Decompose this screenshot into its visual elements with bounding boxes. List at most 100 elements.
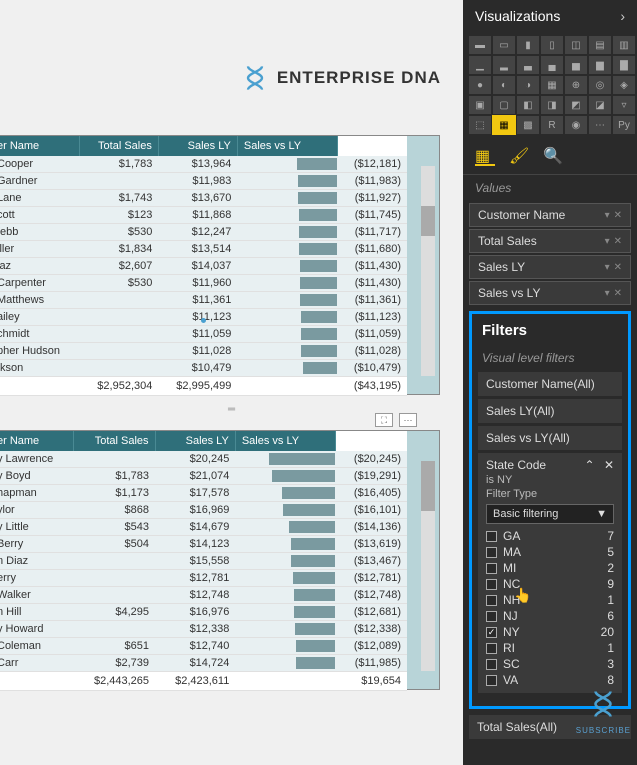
format-tab-icon[interactable]: 🖌 [509,146,529,166]
table-row[interactable]: Walker$12,748($12,748) [0,587,407,604]
viz-type-tile[interactable]: ▆ [589,56,611,74]
filter-value-item[interactable]: NJ6 [486,608,614,624]
column-header[interactable]: Sales vs LY [237,136,337,156]
checkbox[interactable] [486,579,497,590]
table-row[interactable]: Berry$504$14,123($13,619) [0,536,407,553]
table-row[interactable]: Carpenter$530$11,960($11,430) [0,275,407,292]
checkbox[interactable] [486,611,497,622]
filter-value-item[interactable]: NH1 [486,592,614,608]
viz-type-tile[interactable]: ▭ [493,36,515,54]
column-header[interactable]: Total Sales [79,136,158,156]
viz-type-tile[interactable]: ● [469,76,491,94]
checkbox[interactable] [486,643,497,654]
table-row[interactable]: y Boyd$1,783$21,074($19,291) [0,468,407,485]
table-row[interactable]: erry$12,781($12,781) [0,570,407,587]
table-row[interactable]: y Howard$12,338($12,338) [0,621,407,638]
table-row[interactable]: Lane$1,743$13,670($11,927) [0,190,407,207]
table-visual-1[interactable]: er NameTotal SalesSales LYSales vs LY Co… [0,135,440,395]
table-row[interactable]: hapman$1,173$17,578($16,405) [0,485,407,502]
table-row[interactable]: n Hill$4,295$16,976($12,681) [0,604,407,621]
filter-value-item[interactable]: RI1 [486,640,614,656]
table-row[interactable]: cott$123$11,868($11,745) [0,207,407,224]
table-row[interactable]: Gardner$11,983($11,983) [0,173,407,190]
table-row[interactable]: ylor$868$16,969($16,101) [0,502,407,519]
table-row[interactable]: tkson$10,479($10,479) [0,360,407,377]
filter-card[interactable]: Sales LY(All) [478,399,622,423]
viz-type-tile[interactable]: R [541,116,563,134]
filter-card[interactable]: Customer Name(All) [478,372,622,396]
viz-type-tile[interactable]: ▁ [469,56,491,74]
viz-type-tile[interactable]: ▇ [613,56,635,74]
table-row[interactable]: Matthews$11,361($11,361) [0,292,407,309]
focus-mode-icon[interactable]: ⛶ [375,413,393,427]
column-header[interactable]: Total Sales [74,431,155,451]
fields-tab-icon[interactable]: ▦ [475,146,495,166]
clear-filter-icon[interactable]: ✕ [604,458,614,472]
column-header[interactable]: er Name [0,431,74,451]
viz-type-tile[interactable]: ◈ [613,76,635,94]
filter-value-item[interactable]: NY20 [486,624,614,640]
field-well[interactable]: Sales LY▾✕ [469,255,631,279]
viz-type-tile[interactable]: ◉ [565,116,587,134]
table-row[interactable]: pher Hudson$11,028($11,028) [0,343,407,360]
remove-field-icon[interactable]: ✕ [614,288,622,299]
viz-type-tile[interactable]: ▦ [493,116,515,134]
checkbox[interactable] [486,531,497,542]
filter-value-item[interactable]: MI2 [486,560,614,576]
filter-value-item[interactable]: MA5 [486,544,614,560]
viz-type-tile[interactable]: ▦ [541,76,563,94]
viz-type-tile[interactable]: ▩ [517,116,539,134]
checkbox[interactable] [486,547,497,558]
viz-type-tile[interactable]: ⬚ [469,116,491,134]
table-row[interactable]: /ebb$530$12,247($11,717) [0,224,407,241]
analytics-tab-icon[interactable]: 🔍 [543,146,563,166]
checkbox[interactable] [486,627,497,638]
table-row[interactable]: y Lawrence$20,245($20,245) [0,451,407,468]
filter-card[interactable]: Sales vs LY(All) [478,426,622,450]
chevron-down-icon[interactable]: ▾ [605,288,610,299]
scrollbar-1[interactable] [421,166,435,376]
chevron-down-icon[interactable]: ▾ [605,262,610,273]
filter-value-item[interactable]: NC9 [486,576,614,592]
viz-type-tile[interactable]: ⊕ [565,76,587,94]
table-row[interactable]: iller$1,834$13,514($11,680) [0,241,407,258]
viz-type-tile[interactable]: ▬ [469,36,491,54]
filter-value-item[interactable]: VA8 [486,672,614,688]
scroll-thumb[interactable] [421,461,435,511]
chevron-right-icon[interactable]: › [620,8,625,24]
viz-type-tile[interactable]: Py [613,116,635,134]
viz-type-tile[interactable]: ◫ [565,36,587,54]
viz-type-tile[interactable]: ▣ [469,96,491,114]
chevron-down-icon[interactable]: ▾ [605,236,610,247]
remove-field-icon[interactable]: ✕ [614,210,622,221]
column-header[interactable]: Sales vs LY [235,431,335,451]
viz-type-tile[interactable]: ▤ [589,36,611,54]
table-row[interactable]: Carr$2,739$14,724($11,985) [0,655,407,672]
viz-type-tile[interactable]: ▯ [541,36,563,54]
checkbox[interactable] [486,675,497,686]
more-options-icon[interactable]: ⋯ [399,413,417,427]
viz-type-tile[interactable]: ◩ [565,96,587,114]
viz-type-tile[interactable]: ◎ [589,76,611,94]
viz-type-tile[interactable]: ◨ [541,96,563,114]
viz-type-tile[interactable]: ◑ [517,76,539,94]
resize-handle-icon[interactable]: ═ [217,404,247,410]
table-row[interactable]: y Little$543$14,679($14,136) [0,519,407,536]
table-visual-2[interactable]: ⛶ ⋯ er NameTotal SalesSales LYSales vs L… [0,430,440,690]
viz-type-tile[interactable]: ▢ [493,96,515,114]
viz-type-tile[interactable]: ▃ [517,56,539,74]
viz-type-tile[interactable]: ▅ [565,56,587,74]
viz-type-tile[interactable]: ▥ [613,36,635,54]
table-row[interactable]: iaz$2,607$14,037($11,430) [0,258,407,275]
filter-type-dropdown[interactable]: Basic filtering ▼ [486,504,614,524]
viz-type-tile[interactable]: ◪ [589,96,611,114]
viz-type-tile[interactable]: ◧ [517,96,539,114]
viz-type-tile[interactable]: ▿ [613,96,635,114]
remove-field-icon[interactable]: ✕ [614,236,622,247]
column-header[interactable]: er Name [0,136,79,156]
field-well[interactable]: Sales vs LY▾✕ [469,281,631,305]
collapse-icon[interactable]: ⌃ [585,458,595,472]
table-row[interactable]: Coleman$651$12,740($12,089) [0,638,407,655]
table-row[interactable]: chmidt$11,059($11,059) [0,326,407,343]
filter-value-item[interactable]: SC3 [486,656,614,672]
